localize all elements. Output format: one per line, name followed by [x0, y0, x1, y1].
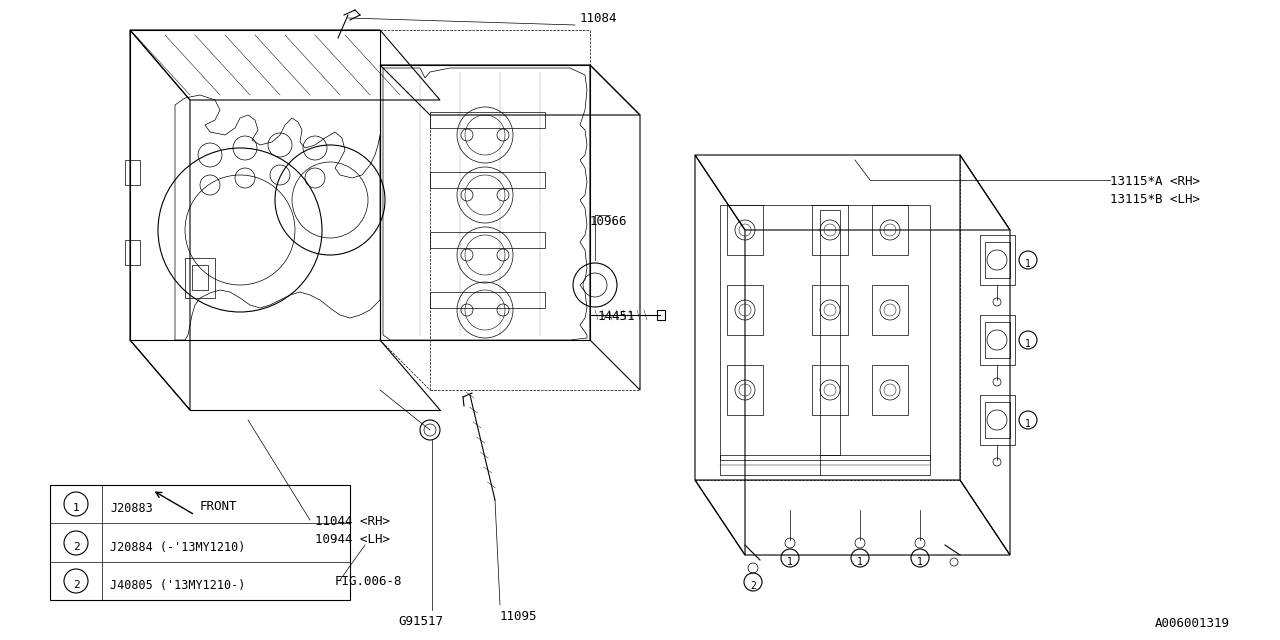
Text: 11095: 11095	[500, 610, 538, 623]
Text: J20884 (-'13MY1210): J20884 (-'13MY1210)	[110, 541, 246, 554]
Text: J40805 ('13MY1210-): J40805 ('13MY1210-)	[110, 579, 246, 591]
Text: 1: 1	[916, 557, 923, 567]
Text: 2: 2	[750, 581, 756, 591]
Text: 14451: 14451	[598, 310, 635, 323]
Text: FRONT: FRONT	[200, 500, 238, 513]
Text: 1: 1	[1025, 259, 1030, 269]
Text: J20883: J20883	[110, 502, 152, 515]
Text: FIG.006-8: FIG.006-8	[335, 575, 402, 588]
Text: 13115*B <LH>: 13115*B <LH>	[1110, 193, 1201, 206]
Text: 13115*A <RH>: 13115*A <RH>	[1110, 175, 1201, 188]
Text: 1: 1	[787, 557, 792, 567]
Text: 1: 1	[73, 503, 79, 513]
Text: 2: 2	[73, 580, 79, 590]
Text: 1: 1	[1025, 419, 1030, 429]
Text: 10966: 10966	[590, 215, 627, 228]
Text: 11084: 11084	[580, 12, 617, 25]
Text: 1: 1	[858, 557, 863, 567]
Text: A006001319: A006001319	[1155, 617, 1230, 630]
Text: G91517: G91517	[398, 615, 443, 628]
Text: 10944 <LH>: 10944 <LH>	[315, 533, 390, 546]
Text: 2: 2	[73, 542, 79, 552]
Text: 11044 <RH>: 11044 <RH>	[315, 515, 390, 528]
Text: 1: 1	[1025, 339, 1030, 349]
